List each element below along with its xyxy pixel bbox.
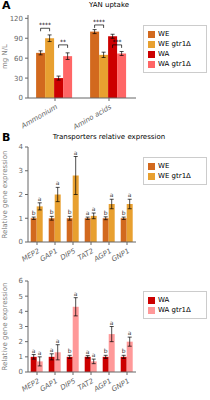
html-text:WA: WA: [158, 50, 170, 58]
svg-text:a: a: [74, 290, 78, 297]
svg-text:0: 0: [19, 94, 23, 102]
svg-text:b: b: [68, 347, 72, 354]
svg-text:4: 4: [19, 143, 24, 151]
svg-text:a: a: [74, 149, 78, 156]
svg-text:120: 120: [10, 15, 23, 23]
svg-text:Relative gene expression: Relative gene expression: [8, 151, 9, 239]
svg-text:a: a: [110, 191, 114, 198]
svg-text:a: a: [128, 191, 132, 198]
svg-text:a: a: [56, 179, 60, 186]
svg-text:GNP1: GNP1: [110, 247, 131, 264]
svg-text:90: 90: [14, 35, 23, 43]
svg-text:3: 3: [19, 323, 23, 331]
svg-text:b: b: [32, 209, 36, 216]
svg-text:***: ***: [113, 38, 122, 45]
svg-text:a: a: [50, 346, 54, 353]
svg-text:a: a: [92, 205, 96, 212]
svg-text:AGP1: AGP1: [92, 377, 113, 394]
svg-text:0: 0: [19, 368, 23, 376]
svg-text:b: b: [104, 347, 108, 354]
svg-text:DIP5: DIP5: [59, 247, 77, 262]
svg-text:Amino acids: Amino acids: [71, 103, 113, 132]
svg-text:b: b: [122, 209, 126, 216]
svg-text:b: b: [122, 347, 126, 354]
svg-text:b: b: [68, 208, 72, 215]
svg-text:60: 60: [14, 55, 23, 63]
svg-text:GAP1: GAP1: [39, 377, 59, 393]
svg-text:**: **: [60, 38, 66, 45]
svg-text:MEP2: MEP2: [20, 377, 41, 394]
html-text:YAN uptake: YAN uptake: [89, 1, 129, 9]
svg-text:a: a: [32, 347, 36, 354]
svg-text:0: 0: [19, 238, 23, 246]
svg-text:4: 4: [19, 308, 24, 316]
svg-text:MEP2: MEP2: [20, 247, 41, 264]
html-text:WE: WE: [158, 30, 170, 38]
html-text:WA: WA: [158, 296, 170, 304]
svg-text:2: 2: [19, 191, 23, 199]
svg-text:AGP1: AGP1: [92, 247, 113, 264]
svg-text:a: a: [86, 209, 90, 216]
svg-text:DIP5: DIP5: [59, 377, 77, 392]
svg-text:a: a: [92, 351, 96, 358]
svg-text:1: 1: [19, 215, 23, 223]
svg-text:a: a: [128, 329, 132, 336]
svg-text:GAP1: GAP1: [39, 247, 59, 263]
html-text:B: B: [2, 131, 11, 144]
svg-text:a: a: [110, 319, 114, 326]
svg-text:a: a: [38, 349, 42, 356]
svg-text:Ammonium: Ammonium: [19, 103, 59, 131]
svg-text:****: ****: [93, 18, 105, 25]
svg-text:GNP1: GNP1: [110, 377, 131, 394]
svg-text:****: ****: [39, 21, 51, 28]
svg-text:3: 3: [19, 167, 23, 175]
svg-text:TAT2: TAT2: [77, 247, 96, 263]
svg-text:6: 6: [19, 277, 24, 285]
svg-text:TAT2: TAT2: [77, 377, 96, 393]
svg-text:Relative gene expression: Relative gene expression: [8, 283, 9, 371]
svg-text:mg N/L: mg N/L: [8, 44, 9, 69]
svg-text:5: 5: [19, 293, 23, 301]
svg-text:2: 2: [19, 338, 23, 346]
html-text:WA gtr1Δ: WA gtr1Δ: [158, 306, 191, 314]
svg-text:a: a: [38, 195, 42, 202]
html-text:WE gtr1Δ: WE gtr1Δ: [158, 40, 191, 48]
html-text:WE gtr1Δ: WE gtr1Δ: [158, 172, 191, 180]
svg-text:b: b: [104, 209, 108, 216]
svg-text:b: b: [50, 208, 54, 215]
svg-text:1: 1: [19, 353, 23, 361]
svg-text:30: 30: [14, 75, 23, 83]
svg-text:a: a: [56, 337, 60, 344]
html-text:WA gtr1Δ: WA gtr1Δ: [158, 60, 191, 68]
html-text:A: A: [2, 0, 11, 12]
html-text:Transporters relative expressi: Transporters relative expression: [52, 133, 166, 141]
html-text:WE: WE: [158, 162, 170, 170]
svg-text:a: a: [86, 348, 90, 355]
